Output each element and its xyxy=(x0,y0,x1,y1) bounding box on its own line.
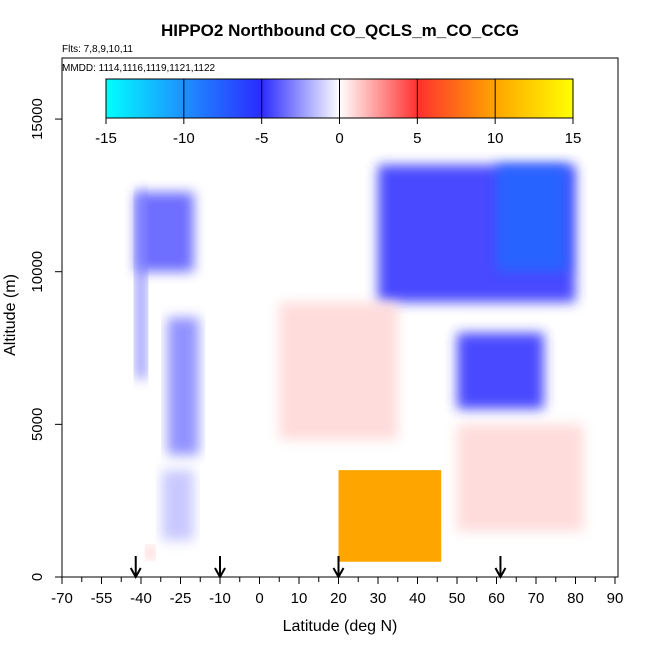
heatmap-region xyxy=(457,424,584,532)
x-axis-title: Latitude (deg N) xyxy=(283,618,398,635)
colorbar: -15 -10 -5 0 5 10 15 xyxy=(95,78,582,147)
heatmap-region xyxy=(162,470,194,541)
x-tick-label: 10 xyxy=(291,590,308,607)
x-tick-label: -55 xyxy=(91,590,113,607)
colorbar-tick-label: -15 xyxy=(95,130,117,147)
heatmap-region xyxy=(146,546,155,559)
y-axis: 0 5000 10000 15000 xyxy=(29,98,63,581)
colorbar-tick-label: -10 xyxy=(173,130,195,147)
x-tick-label: 0 xyxy=(255,590,263,607)
x-tick-label: 70 xyxy=(528,590,545,607)
heatmap-region xyxy=(338,470,442,562)
x-tick-label: 50 xyxy=(449,590,466,607)
x-tick-label: 80 xyxy=(567,590,584,607)
dates-subtitle: MMDD: 1114,1116,1119,1121,1122 xyxy=(62,63,216,74)
heatmap-region xyxy=(279,302,398,440)
x-tick-label: 30 xyxy=(370,590,387,607)
flight-arrow-head xyxy=(494,567,507,580)
y-tick-label: 10000 xyxy=(29,251,46,293)
chart-title: HIPPO2 Northbound CO_QCLS_m_CO_CCG xyxy=(161,21,519,40)
x-tick-label: 90 xyxy=(607,590,624,607)
flight-arrow-head xyxy=(129,567,142,580)
x-tick-label: 20 xyxy=(330,590,347,607)
heatmap-region xyxy=(457,332,544,410)
heatmap-region xyxy=(496,164,568,272)
y-tick-label: 5000 xyxy=(29,408,46,441)
x-axis: -70 -55 -40 -25 -10 0 10 20 30 40 50 60 70 80 90 xyxy=(51,577,623,607)
colorbar-tick-label: 10 xyxy=(487,130,504,147)
colorbar-tick-label: 5 xyxy=(413,130,421,147)
x-tick-label: 40 xyxy=(409,590,426,607)
y-tick-label: 0 xyxy=(29,573,46,581)
y-tick-label: 15000 xyxy=(29,98,46,140)
heatmap-cells xyxy=(135,164,584,562)
x-tick-label: -25 xyxy=(170,590,192,607)
x-tick-label: -40 xyxy=(130,590,152,607)
x-tick-label: -70 xyxy=(51,590,73,607)
x-tick-label: -10 xyxy=(209,590,231,607)
flight-arrow-head xyxy=(214,567,226,580)
flight-arrow-head xyxy=(332,567,345,580)
heatmap-region xyxy=(135,192,147,379)
y-axis-title: Altitude (m) xyxy=(2,274,19,356)
heatmap-region xyxy=(167,317,199,455)
colorbar-tick-label: 15 xyxy=(565,130,582,147)
flight-arrows xyxy=(129,556,507,580)
colorbar-tick-label: 0 xyxy=(335,130,343,147)
flights-subtitle: Flts: 7,8,9,10,11 xyxy=(62,44,133,55)
colorbar-tick-label: -5 xyxy=(255,130,268,147)
x-tick-label: 60 xyxy=(488,590,505,607)
